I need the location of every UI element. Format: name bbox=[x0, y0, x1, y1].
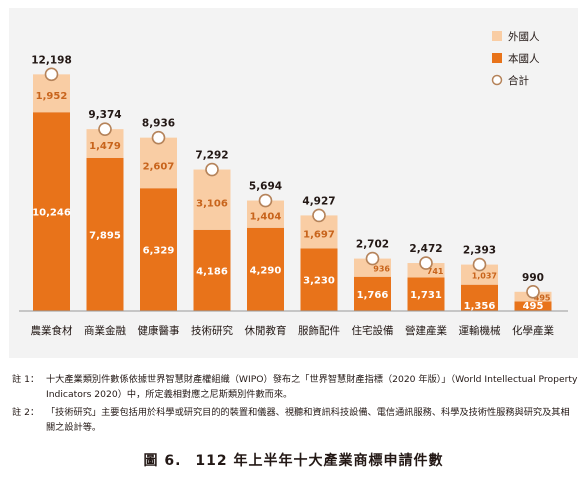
total-marker-9 bbox=[526, 284, 540, 299]
figure-number: 圖 6. bbox=[143, 453, 182, 469]
bar-foreign-2 bbox=[140, 137, 177, 189]
bar-domestic-0 bbox=[33, 112, 70, 311]
legend-label-foreign: 外國人 bbox=[508, 31, 540, 43]
axis-layer: 農業食材 商業金融 健康醫事 技術研究 休閒教育 服飾配件 住宅設備 營建產業 運輸機械 化學產業 bbox=[19, 310, 568, 337]
note-1-label: 註 1： bbox=[12, 374, 40, 385]
total-marker-1 bbox=[98, 122, 112, 136]
legend-label-domestic: 本國人 bbox=[508, 52, 540, 65]
note-1-text: 十大產業類別件數係依據世界智慧財產權組織（WIPO）發布之「世界智慧財產指標（2… bbox=[46, 374, 578, 400]
legend-swatch-total bbox=[491, 74, 503, 86]
label-domestic-7: 1,731 bbox=[410, 290, 442, 301]
legend-swatch-foreign bbox=[492, 31, 502, 41]
label-total-8: 2,393 bbox=[463, 245, 496, 257]
label-foreign-5: 1,697 bbox=[303, 230, 335, 241]
label-domestic-2: 6,329 bbox=[143, 246, 175, 257]
note-2: 註 2： 「技術研究」主要包括用於科學或研究目的的裝置和儀器、視聽和資訊科技設備… bbox=[12, 405, 578, 435]
note-2-text: 「技術研究」主要包括用於科學或研究目的的裝置和儀器、視聽和資訊科技設備、電信通訊… bbox=[46, 407, 570, 433]
figure-title: 112 年上半年十大產業商標申請件數 bbox=[195, 453, 444, 469]
label-domestic-1: 7,895 bbox=[89, 230, 121, 241]
label-total-5: 4,927 bbox=[302, 195, 335, 207]
category-label-7: 營建產業 bbox=[405, 324, 447, 337]
bar-domestic-8 bbox=[461, 284, 498, 311]
figure-caption: 圖 6. 112 年上半年十大產業商標申請件數 bbox=[0, 450, 587, 470]
label-total-0: 12,198 bbox=[31, 54, 72, 66]
bar-domestic-4 bbox=[247, 227, 284, 311]
legend-swatch-domestic bbox=[492, 53, 502, 63]
label-foreign-1: 1,479 bbox=[89, 141, 121, 152]
category-label-1: 商業金融 bbox=[84, 324, 126, 337]
total-marker-4 bbox=[258, 193, 273, 208]
bar-domestic-9 bbox=[514, 301, 552, 311]
total-marker-0 bbox=[44, 67, 59, 82]
label-foreign-7: 741 bbox=[427, 267, 444, 276]
label-total-2: 8,936 bbox=[142, 118, 175, 130]
label-foreign-3: 3,106 bbox=[196, 199, 228, 210]
legend-label-total: 合計 bbox=[508, 74, 529, 87]
category-label-9: 化學產業 bbox=[512, 324, 554, 337]
category-label-4: 休閒教育 bbox=[245, 324, 287, 337]
total-marker-7 bbox=[419, 256, 433, 270]
label-domestic-0: 10,246 bbox=[32, 208, 71, 219]
bar-domestic-6 bbox=[354, 276, 391, 311]
bar-domestic-2 bbox=[140, 188, 177, 311]
bar-domestic-1 bbox=[86, 157, 124, 311]
label-foreign-0: 1,952 bbox=[36, 91, 68, 102]
label-total-9: 990 bbox=[522, 272, 544, 284]
label-total-4: 5,694 bbox=[249, 181, 282, 193]
category-label-2: 健康醫事 bbox=[138, 324, 180, 337]
total-marker-2 bbox=[151, 130, 166, 145]
label-domestic-6: 1,766 bbox=[357, 290, 389, 301]
label-foreign-9: 495 bbox=[534, 294, 551, 303]
total-marker-8 bbox=[472, 257, 487, 272]
bar-foreign-6 bbox=[354, 258, 391, 277]
label-foreign-4: 1,404 bbox=[250, 212, 282, 223]
total-marker-3 bbox=[205, 162, 219, 177]
label-domestic-5: 3,230 bbox=[303, 276, 335, 287]
notes: 註 1： 十大產業類別件數係依據世界智慧財產權組織（WIPO）發布之「世界智慧財… bbox=[12, 372, 578, 438]
bar-domestic-3 bbox=[193, 229, 231, 311]
label-total-1: 9,374 bbox=[88, 109, 121, 121]
label-total-6: 2,702 bbox=[356, 239, 389, 251]
bar-domestic-7 bbox=[407, 277, 445, 311]
bar-foreign-8 bbox=[461, 264, 498, 285]
label-foreign-6: 936 bbox=[373, 265, 390, 274]
note-1: 註 1： 十大產業類別件數係依據世界智慧財產權組織（WIPO）發布之「世界智慧財… bbox=[12, 372, 578, 402]
category-label-6: 住宅設備 bbox=[352, 324, 394, 337]
total-marker-5 bbox=[312, 208, 326, 223]
label-domestic-3: 4,186 bbox=[196, 266, 228, 277]
total-marker-6 bbox=[365, 251, 380, 266]
bar-foreign-7 bbox=[407, 263, 445, 278]
category-label-3: 技術研究 bbox=[191, 324, 233, 337]
markers-layer bbox=[44, 67, 540, 299]
label-domestic-4: 4,290 bbox=[250, 265, 282, 276]
label-domestic-9: 495 bbox=[523, 301, 544, 312]
chart-panel: 10,246 1,952 12,198 7,895 1,479 9,374 6,329 2,6… bbox=[9, 8, 578, 358]
category-label-8: 運輸機械 bbox=[459, 324, 501, 337]
stacked-bar-chart: 10,246 1,952 12,198 7,895 1,479 9,374 6,329 2,6… bbox=[19, 31, 568, 337]
labels-layer: 10,246 1,952 12,198 7,895 1,479 9,374 6,329 2,6… bbox=[31, 54, 551, 312]
label-total-7: 2,472 bbox=[409, 243, 442, 255]
label-foreign-2: 2,607 bbox=[143, 161, 175, 172]
category-label-5: 服飾配件 bbox=[298, 324, 340, 337]
category-label-0: 農業食材 bbox=[31, 324, 73, 337]
bar-domestic-5 bbox=[300, 248, 338, 311]
label-total-3: 7,292 bbox=[195, 150, 228, 162]
note-2-label: 註 2： bbox=[12, 407, 40, 418]
bar-foreign-3 bbox=[193, 169, 231, 230]
label-domestic-8: 1,356 bbox=[464, 301, 496, 312]
label-foreign-8: 1,037 bbox=[472, 272, 497, 281]
